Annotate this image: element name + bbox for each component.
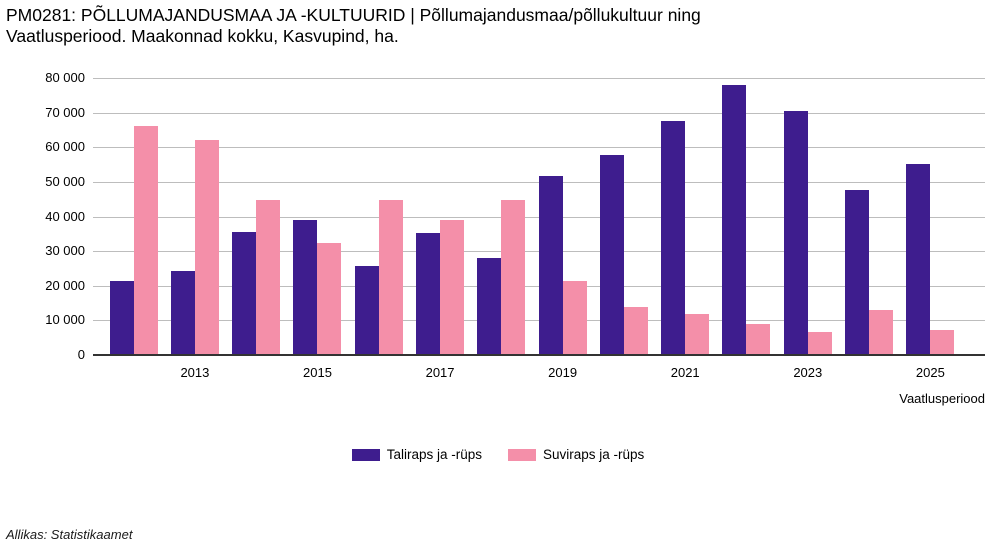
y-axis-tick-label: 0 bbox=[77, 347, 85, 362]
legend-label-taliraps: Taliraps ja -rüps bbox=[386, 447, 482, 462]
bar-suviraps-2020 bbox=[623, 307, 648, 355]
bar-taliraps-2017 bbox=[416, 233, 441, 355]
bar-group-2018 bbox=[471, 78, 532, 355]
y-axis-tick-label: 20 000 bbox=[45, 277, 85, 293]
bar-group-2012 bbox=[103, 78, 164, 355]
bar-suviraps-2016 bbox=[378, 200, 403, 355]
bar-group-2022 bbox=[716, 78, 777, 355]
x-axis-tick-label-2015: 2015 bbox=[303, 365, 332, 380]
y-axis-tick-label: 30 000 bbox=[45, 243, 85, 259]
bar-taliraps-2023 bbox=[783, 111, 808, 355]
x-axis-line bbox=[93, 354, 985, 356]
gridline bbox=[93, 78, 985, 79]
gridline bbox=[93, 112, 985, 114]
chart-title-line2: Vaatlusperiood. Maakonnad kokku, Kasvupi… bbox=[6, 26, 399, 47]
source-text: Allikas: Statistikaamet bbox=[6, 527, 133, 542]
x-axis-title: Vaatlusperiood bbox=[899, 391, 985, 406]
suviraps-swatch-icon bbox=[508, 448, 536, 461]
chart-title-line1: PM0281: PÕLLUMAJANDUSMAA JA -KULTUURID |… bbox=[6, 5, 701, 25]
bar-taliraps-2022 bbox=[722, 85, 747, 355]
x-axis-tick-label-2025: 2025 bbox=[915, 365, 945, 380]
bar-group-2025 bbox=[900, 78, 961, 355]
bar-suviraps-2024 bbox=[869, 310, 894, 355]
x-axis-tick-label-2023: 2023 bbox=[793, 365, 823, 380]
bar-suviraps-2023 bbox=[807, 332, 832, 355]
bar-taliraps-2014 bbox=[232, 232, 257, 355]
bar-taliraps-2024 bbox=[845, 190, 870, 355]
bar-taliraps-2016 bbox=[354, 266, 379, 355]
bar-group-2019 bbox=[532, 78, 593, 355]
y-axis-tick-label: 50 000 bbox=[45, 173, 85, 189]
bar-group-2021 bbox=[655, 78, 716, 355]
gridline bbox=[93, 147, 985, 149]
x-axis-tick-label-2021: 2021 bbox=[670, 365, 700, 380]
taliraps-swatch-icon bbox=[351, 448, 380, 461]
chart-title: PM0281: PÕLLUMAJANDUSMAA JA -KULTUURID |… bbox=[6, 5, 701, 48]
bar-suviraps-2021 bbox=[685, 314, 710, 355]
legend-item-suviraps[interactable]: Suviraps ja -rüps bbox=[508, 447, 644, 462]
bar-suviraps-2013 bbox=[194, 140, 219, 355]
bar-taliraps-2025 bbox=[906, 164, 931, 355]
legend-label-suviraps: Suviraps ja -rüps bbox=[543, 447, 645, 462]
bar-taliraps-2021 bbox=[661, 121, 686, 355]
y-axis-tick-label: 10 000 bbox=[45, 312, 85, 328]
bar-taliraps-2019 bbox=[538, 176, 563, 355]
legend: Taliraps ja -rüps Suviraps ja -rüps bbox=[0, 447, 996, 462]
x-axis-tick-label-2017: 2017 bbox=[425, 365, 455, 380]
bar-suviraps-2017 bbox=[440, 220, 465, 355]
bar-taliraps-2020 bbox=[599, 155, 624, 355]
bar-group-2015 bbox=[287, 78, 348, 355]
bar-group-2020 bbox=[593, 78, 654, 355]
bar-suviraps-2014 bbox=[256, 200, 281, 355]
bar-suviraps-2019 bbox=[562, 281, 587, 355]
bars-layer bbox=[93, 78, 985, 355]
bar-group-2023 bbox=[777, 78, 838, 355]
bar-suviraps-2025 bbox=[930, 330, 955, 355]
bar-suviraps-2018 bbox=[501, 200, 526, 355]
y-axis-tick-label: 40 000 bbox=[45, 208, 85, 224]
bar-taliraps-2013 bbox=[170, 271, 195, 355]
bar-suviraps-2015 bbox=[317, 243, 342, 355]
bar-group-2013 bbox=[164, 78, 225, 355]
x-axis-tick-label-2019: 2019 bbox=[548, 365, 578, 380]
legend-item-taliraps[interactable]: Taliraps ja -rüps bbox=[351, 447, 482, 462]
y-axis-tick-label: 70 000 bbox=[45, 104, 85, 120]
bar-group-2024 bbox=[838, 78, 899, 355]
bar-suviraps-2022 bbox=[746, 324, 771, 355]
bar-taliraps-2012 bbox=[109, 281, 134, 355]
bar-taliraps-2018 bbox=[477, 258, 502, 355]
plot-area: 80 000 70 000 60 000 50 000 40 000 30 000 20 0… bbox=[45, 70, 985, 406]
y-axis-tick-label: 60 000 bbox=[45, 139, 85, 155]
bar-taliraps-2015 bbox=[293, 220, 318, 355]
bar-group-2016 bbox=[348, 78, 409, 355]
x-axis-tick-label-2013: 2013 bbox=[180, 365, 210, 380]
bar-group-2017 bbox=[409, 78, 470, 355]
bar-group-2014 bbox=[226, 78, 287, 355]
y-axis-tick-label: 80 000 bbox=[45, 70, 85, 85]
bar-suviraps-2012 bbox=[133, 126, 158, 355]
